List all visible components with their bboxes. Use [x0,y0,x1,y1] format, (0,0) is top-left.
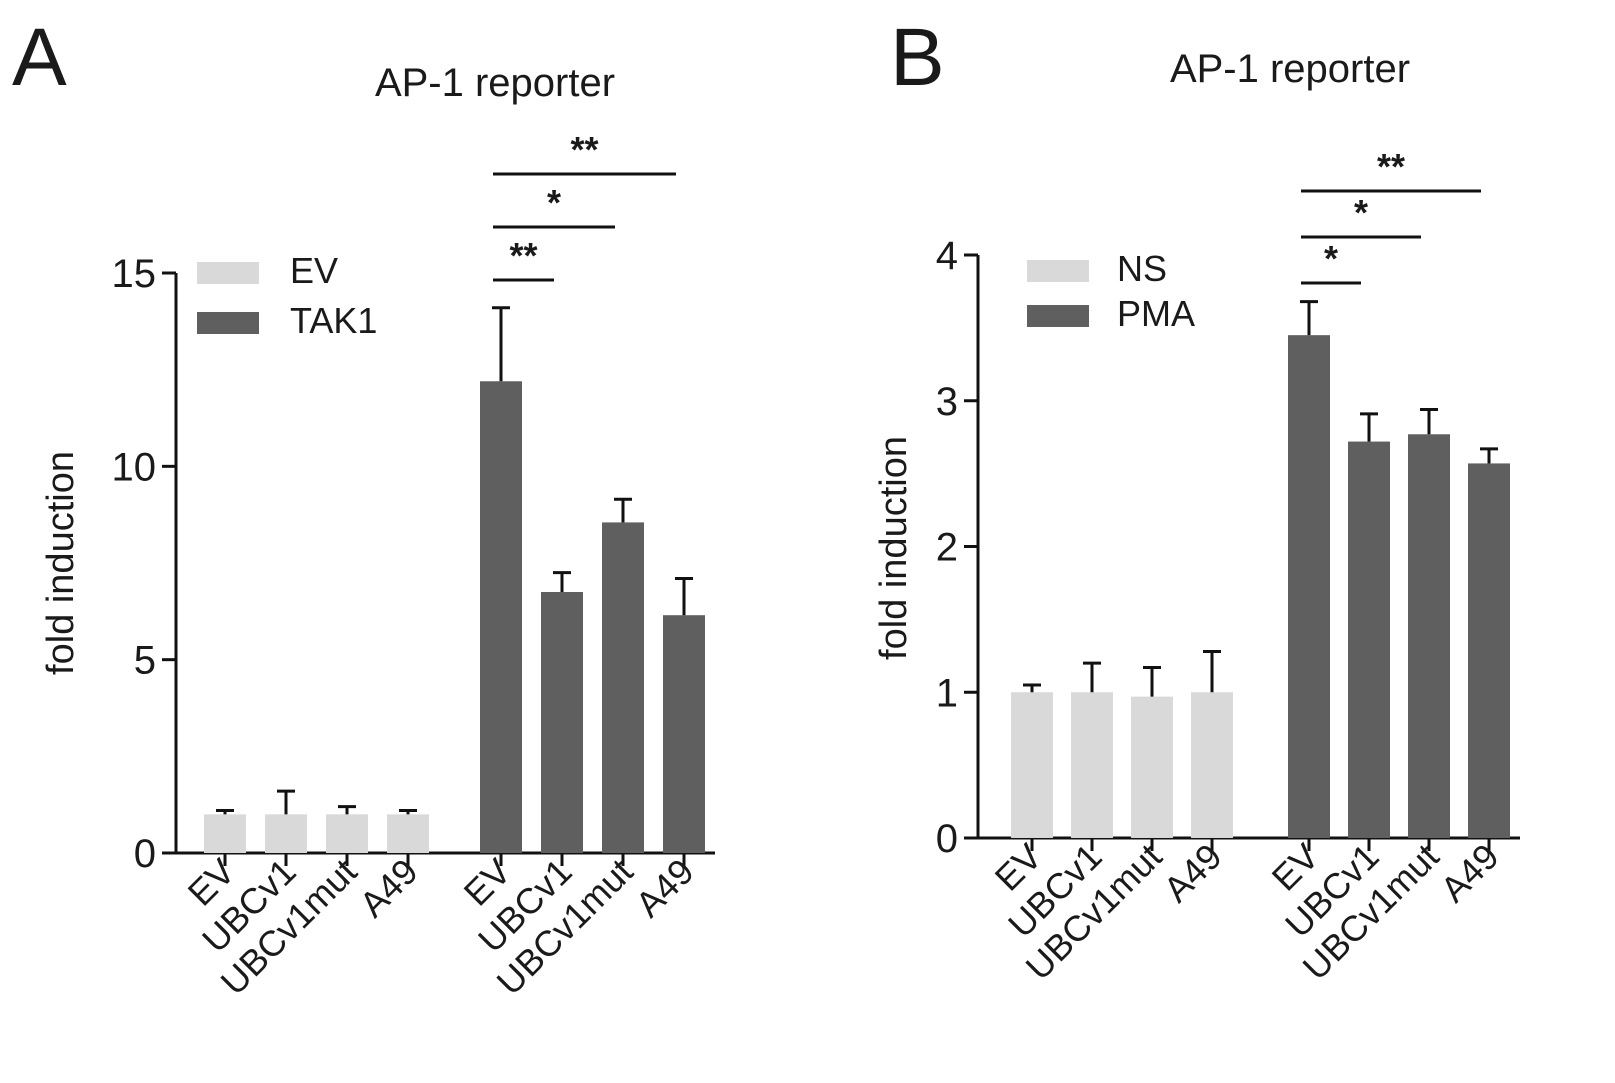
panel-a-x-tick-label: A49 [351,851,425,925]
panel-b-bar-ns-ubcv1 [1071,692,1113,838]
panel-a-y-axis-label: fold induction [40,451,82,675]
panel-b-legend-label: NS [1117,248,1167,289]
panel-a-bar-tak1-ev [480,381,522,853]
panel-a-label: A [12,12,67,103]
panel-a-legend-swatch [197,262,259,284]
panel-a-bar-tak1-ubcv1 [541,592,583,853]
panel-b-legend-swatch [1027,305,1089,327]
panel-a-significance-label: ** [570,129,598,170]
panel-b-bar-ns-a49 [1191,692,1233,838]
panel-a-y-tick-label: 0 [134,832,156,876]
panel-b-bar-pma-ev [1288,335,1330,838]
panel-b-bar-pma-ubcv1mut [1408,434,1450,838]
panel-b-bar-ns-ubcv1mut [1131,696,1173,838]
panel-a-title: AP-1 reporter [375,61,615,105]
panel-b-y-tick-label: 4 [936,234,958,278]
panel-b-label: B [890,12,945,103]
panel-a-y-tick-label: 5 [134,639,156,683]
panel-b-y-tick-label: 0 [936,817,958,861]
panel-a-bar-ev-ev [204,814,246,853]
panel-a-bar-ev-ubcv1mut [326,814,368,853]
panel-a-bar-ev-a49 [387,814,429,853]
panel-b-y-tick-label: 3 [936,380,958,424]
panel-b-legend-label: PMA [1117,293,1195,334]
panel-a-y-tick-label: 15 [112,252,157,296]
panel-a: A AP-1 reporter fold induction 051015EVU… [12,12,715,1003]
panel-b-bar-ns-ev [1011,692,1053,838]
panel-a-bar-tak1-ubcv1mut [602,522,644,853]
panel-a-significance-label: * [547,182,561,223]
panel-b-y-tick-label: 2 [936,526,958,570]
panel-a-bar-tak1-a49 [663,615,705,853]
panel-b-significance-label: * [1324,238,1338,279]
panel-b-bar-pma-a49 [1468,463,1510,838]
panel-a-y-tick-label: 10 [112,445,157,489]
panel-b-legend-swatch [1027,260,1089,282]
panel-a-bar-ev-ubcv1 [265,814,307,853]
panel-b-bar-pma-ubcv1 [1348,441,1390,838]
panel-a-legend-label: EV [290,250,338,291]
panel-b-x-tick-label: A49 [1155,836,1229,910]
panel-b-title: AP-1 reporter [1170,47,1410,91]
panel-b-significance-label: * [1354,192,1368,233]
panel-b-x-tick-label: A49 [1432,836,1506,910]
panel-a-significance-label: ** [509,235,537,276]
panel-b-significance-label: ** [1377,146,1405,187]
panel-b: B AP-1 reporter fold induction 01234EVUB… [873,12,1520,988]
panel-a-x-tick-label: A49 [627,851,701,925]
panel-b-y-tick-label: 1 [936,671,958,715]
panel-a-legend-swatch [197,312,259,334]
panel-b-y-axis-label: fold induction [873,436,915,660]
panel-a-legend-label: TAK1 [290,300,377,341]
